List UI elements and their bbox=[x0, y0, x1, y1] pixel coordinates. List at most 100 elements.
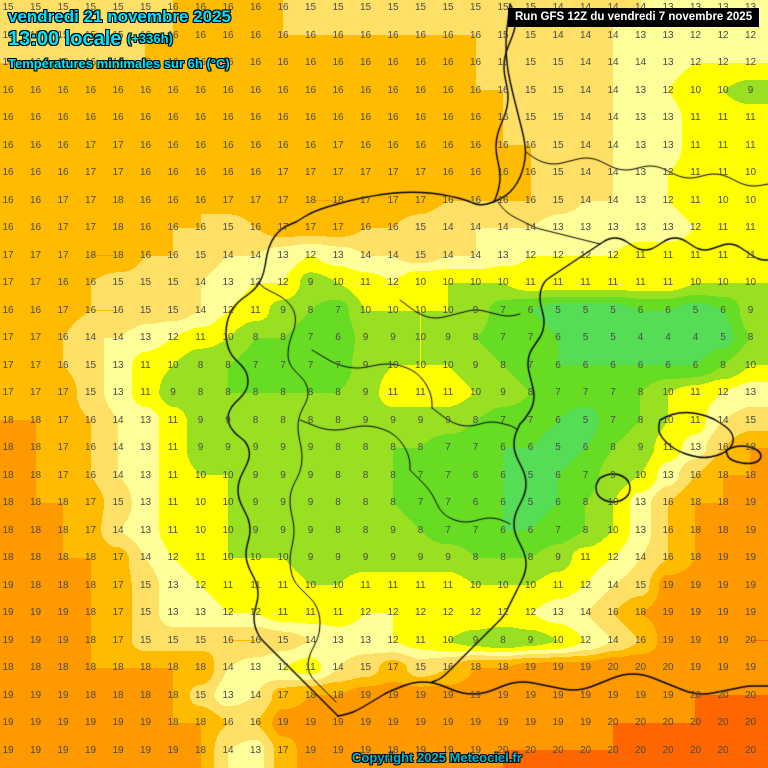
grid-temperature-value: 11 bbox=[662, 277, 674, 288]
grid-temperature-value: 16 bbox=[442, 29, 454, 41]
grid-temperature-value: 7 bbox=[500, 304, 506, 316]
grid-temperature-value: 14 bbox=[469, 222, 482, 233]
grid-temperature-value: 14 bbox=[579, 167, 592, 178]
grid-temperature-value: 16 bbox=[57, 139, 69, 151]
grid-temperature-value: 10 bbox=[442, 277, 454, 288]
grid-temperature-value: 14 bbox=[607, 3, 618, 13]
grid-temperature-value: 8 bbox=[335, 497, 341, 508]
grid-temperature-value: 14 bbox=[635, 3, 646, 13]
grid-temperature-value: 16 bbox=[442, 84, 454, 96]
forecast-offset-value: (+336h) bbox=[126, 31, 173, 46]
grid-temperature-value: 16 bbox=[167, 29, 179, 41]
grid-temperature-value: 10 bbox=[744, 359, 757, 371]
forecast-date-label: vendredi 21 novembre 2025 bbox=[8, 7, 232, 26]
grid-temperature-value: 9 bbox=[280, 524, 286, 536]
grid-temperature-value: 19 bbox=[2, 607, 14, 618]
grid-temperature-value: 8 bbox=[197, 387, 204, 398]
grid-temperature-value: 4 bbox=[692, 332, 699, 343]
grid-temperature-value: 13 bbox=[332, 634, 344, 646]
grid-temperature-value: 20 bbox=[689, 717, 702, 728]
grid-temperature-value: 17 bbox=[332, 222, 344, 233]
grid-temperature-value: 19 bbox=[57, 689, 69, 701]
grid-temperature-value: 11 bbox=[195, 552, 206, 563]
grid-temperature-value: 9 bbox=[252, 497, 259, 508]
grid-temperature-value: 8 bbox=[500, 552, 506, 563]
grid-temperature-value: 18 bbox=[84, 579, 97, 591]
grid-temperature-value: 19 bbox=[524, 689, 537, 701]
grid-temperature-value: 19 bbox=[29, 634, 42, 646]
grid-temperature-value: 6 bbox=[335, 332, 341, 343]
grid-temperature-value: 13 bbox=[139, 524, 152, 536]
grid-temperature-value: 16 bbox=[249, 222, 262, 233]
grid-temperature-value: 8 bbox=[307, 414, 314, 426]
grid-temperature-value: 20 bbox=[634, 744, 647, 756]
grid-temperature-value: 16 bbox=[2, 139, 14, 151]
grid-temperature-value: 16 bbox=[29, 194, 42, 206]
grid-temperature-value: 18 bbox=[29, 497, 42, 508]
grid-temperature-value: 16 bbox=[57, 57, 69, 68]
grid-temperature-value: 11 bbox=[662, 442, 674, 453]
grid-temperature-value: 17 bbox=[2, 359, 14, 371]
grid-temperature-value: 20 bbox=[662, 717, 674, 728]
grid-temperature-value: 6 bbox=[555, 469, 561, 481]
grid-temperature-value: 16 bbox=[332, 29, 344, 41]
grid-temperature-value: 12 bbox=[497, 607, 509, 618]
grid-temperature-value: 13 bbox=[662, 57, 674, 68]
grid-temperature-value: 15 bbox=[524, 84, 537, 96]
grid-temperature-value: 13 bbox=[690, 3, 701, 13]
grid-temperature-value: 19 bbox=[442, 689, 454, 701]
grid-temperature-value: 10 bbox=[469, 579, 482, 591]
grid-temperature-value: 6 bbox=[555, 414, 561, 426]
grid-temperature-value: 16 bbox=[222, 717, 234, 728]
grid-temperature-value: 19 bbox=[579, 717, 592, 728]
grid-temperature-value: 19 bbox=[29, 717, 42, 728]
grid-temperature-value: 13 bbox=[662, 29, 674, 41]
grid-temperature-value: 17 bbox=[29, 359, 42, 371]
grid-temperature-value: 11 bbox=[717, 112, 729, 123]
grid-temperature-value: 9 bbox=[362, 359, 369, 371]
grid-temperature-value: 12 bbox=[167, 552, 179, 563]
grid-temperature-value: 18 bbox=[112, 662, 124, 673]
grid-temperature-value: 16 bbox=[497, 139, 509, 151]
grid-temperature-value: 16 bbox=[112, 57, 124, 68]
grid-temperature-value: 15 bbox=[497, 57, 509, 68]
grid-temperature-value: 16 bbox=[662, 497, 674, 508]
grid-temperature-value: 12 bbox=[194, 579, 207, 591]
grid-temperature-value: 14 bbox=[112, 442, 124, 453]
grid-temperature-value: 15 bbox=[139, 304, 152, 316]
grid-temperature-value: 14 bbox=[387, 249, 399, 261]
grid-temperature-value: 17 bbox=[2, 277, 14, 288]
grid-temperature-value: 18 bbox=[194, 717, 207, 728]
grid-temperature-value: 19 bbox=[84, 717, 97, 728]
grid-temperature-value: 13 bbox=[634, 194, 647, 206]
grid-temperature-value: 9 bbox=[417, 414, 424, 426]
grid-temperature-value: 18 bbox=[717, 524, 729, 536]
grid-temperature-value: 19 bbox=[29, 607, 42, 618]
forecast-time-value: 13:00 locale bbox=[8, 28, 122, 50]
grid-temperature-value: 16 bbox=[2, 57, 14, 68]
grid-temperature-value: 18 bbox=[689, 552, 702, 563]
grid-temperature-value: 14 bbox=[359, 249, 372, 261]
grid-temperature-value: 14 bbox=[552, 29, 564, 41]
grid-temperature-value: 13 bbox=[744, 387, 757, 398]
grid-temperature-value: 12 bbox=[662, 84, 674, 96]
grid-temperature-value: 15 bbox=[497, 29, 509, 41]
grid-temperature-value: 17 bbox=[387, 194, 399, 206]
grid-temperature-value: 17 bbox=[277, 167, 289, 178]
grid-temperature-value: 13 bbox=[607, 222, 619, 233]
grid-temperature-value: 11 bbox=[717, 249, 729, 261]
grid-temperature-value: 10 bbox=[222, 552, 234, 563]
grid-temperature-value: 15 bbox=[304, 2, 317, 13]
grid-temperature-value: 19 bbox=[662, 689, 674, 701]
grid-temperature-value: 11 bbox=[442, 387, 454, 398]
grid-temperature-value: 12 bbox=[579, 634, 592, 646]
grid-temperature-value: 10 bbox=[524, 579, 537, 591]
grid-temperature-value: 7 bbox=[610, 387, 616, 398]
grid-temperature-value: 6 bbox=[500, 469, 506, 481]
grid-temperature-value: 13 bbox=[689, 442, 702, 453]
grid-temperature-value: 8 bbox=[335, 387, 341, 398]
grid-temperature-value: 10 bbox=[414, 277, 427, 288]
grid-temperature-value: 20 bbox=[607, 662, 619, 673]
grid-temperature-value: 16 bbox=[84, 442, 97, 453]
